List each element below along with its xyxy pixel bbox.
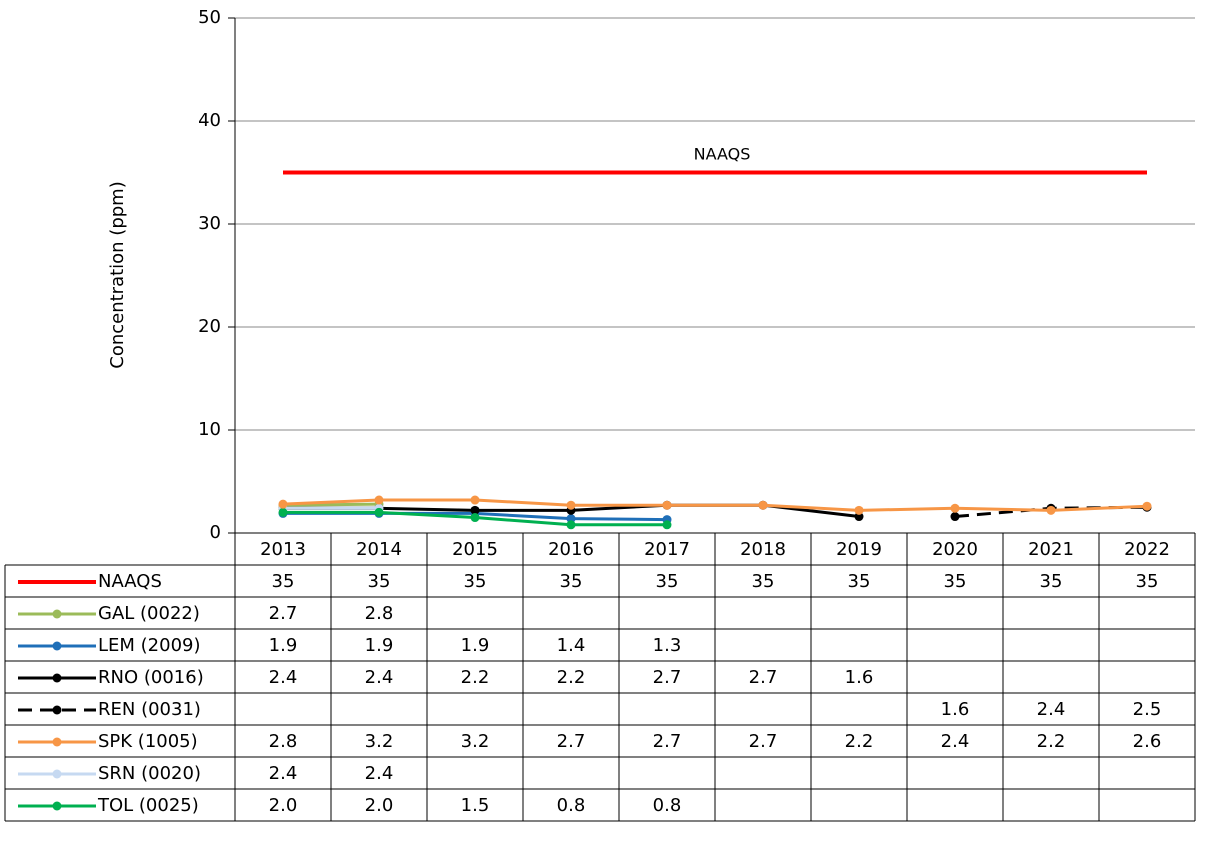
legend-label: SRN (0020) <box>98 763 201 784</box>
table-value: 2.6 <box>1133 731 1162 752</box>
table-value: 1.9 <box>269 635 298 656</box>
table-value: 1.5 <box>461 795 490 816</box>
y-tick-label: 0 <box>210 522 221 543</box>
table-value: 35 <box>368 571 391 592</box>
series-marker <box>374 495 384 505</box>
legend-label: LEM (2009) <box>98 635 201 656</box>
legend-marker <box>52 801 62 811</box>
x-tick-label: 2015 <box>452 539 498 560</box>
table-value: 1.9 <box>461 635 490 656</box>
table-value: 2.8 <box>269 731 298 752</box>
series-marker <box>566 514 576 524</box>
table-value: 1.4 <box>557 635 586 656</box>
series-marker <box>950 503 960 513</box>
table-value: 35 <box>464 571 487 592</box>
series-marker <box>374 507 384 517</box>
series-marker <box>758 500 768 510</box>
legend-marker <box>52 641 62 651</box>
table-value: 1.6 <box>941 699 970 720</box>
table-value: 0.8 <box>557 795 586 816</box>
table-value: 35 <box>560 571 583 592</box>
y-tick-label: 30 <box>198 213 221 234</box>
table-value: 2.0 <box>269 795 298 816</box>
series-marker <box>1142 501 1152 511</box>
table-value: 1.6 <box>845 667 874 688</box>
legend-label: TOL (0025) <box>97 795 199 816</box>
table-value: 35 <box>944 571 967 592</box>
x-tick-label: 2016 <box>548 539 594 560</box>
y-tick-label: 40 <box>198 110 221 131</box>
legend-label: REN (0031) <box>98 699 201 720</box>
series-marker <box>854 512 864 522</box>
table-value: 35 <box>848 571 871 592</box>
table-value: 2.7 <box>653 731 682 752</box>
table-value: 2.4 <box>365 763 394 784</box>
table-value: 2.0 <box>365 795 394 816</box>
y-tick-label: 10 <box>198 419 221 440</box>
table-value: 1.9 <box>365 635 394 656</box>
table-value: 2.2 <box>557 667 586 688</box>
series-marker <box>566 520 576 530</box>
series-line <box>282 498 1148 512</box>
series-marker <box>470 495 480 505</box>
legend-marker <box>52 673 62 683</box>
table-value: 2.4 <box>365 667 394 688</box>
table-value: 0.8 <box>653 795 682 816</box>
x-tick-label: 2018 <box>740 539 786 560</box>
legend-label: GAL (0022) <box>98 603 200 624</box>
y-axis-label: Concentration (ppm) <box>107 181 128 369</box>
table-value: 35 <box>1040 571 1063 592</box>
series-marker <box>278 499 288 509</box>
x-tick-label: 2019 <box>836 539 882 560</box>
table-value: 2.7 <box>749 731 778 752</box>
table-value: 2.7 <box>653 667 682 688</box>
series-marker <box>566 500 576 510</box>
series-marker <box>950 512 960 522</box>
legend-marker <box>52 705 62 715</box>
x-tick-label: 2014 <box>356 539 402 560</box>
table-value: 2.7 <box>557 731 586 752</box>
series-marker <box>662 520 672 530</box>
x-tick-label: 2013 <box>260 539 306 560</box>
series-marker <box>854 505 864 515</box>
table-value: 3.2 <box>461 731 490 752</box>
legend-marker <box>52 609 62 619</box>
series-line <box>282 502 380 507</box>
legend-marker <box>52 737 62 747</box>
table-value: 2.8 <box>365 603 394 624</box>
legend-label: NAAQS <box>98 571 162 592</box>
series-marker <box>470 505 480 515</box>
table-value: 1.3 <box>653 635 682 656</box>
table-value: 2.4 <box>1037 699 1066 720</box>
x-tick-label: 2020 <box>932 539 978 560</box>
table-value: 2.5 <box>1133 699 1162 720</box>
table-value: 2.7 <box>269 603 298 624</box>
table-value: 2.2 <box>461 667 490 688</box>
x-tick-label: 2017 <box>644 539 690 560</box>
table-value: 2.2 <box>1037 731 1066 752</box>
series-marker <box>1046 505 1056 515</box>
legend-label: RNO (0016) <box>98 667 204 688</box>
x-tick-label: 2021 <box>1028 539 1074 560</box>
series-marker <box>662 500 672 510</box>
table-value: 35 <box>1136 571 1159 592</box>
x-tick-label: 2022 <box>1124 539 1170 560</box>
series-marker <box>278 507 288 517</box>
series-marker <box>470 513 480 523</box>
table-value: 35 <box>752 571 775 592</box>
table-value: 3.2 <box>365 731 394 752</box>
table-value: 2.7 <box>749 667 778 688</box>
legend-label: SPK (1005) <box>98 731 198 752</box>
annotation: NAAQS <box>694 145 751 164</box>
table-value: 2.2 <box>845 731 874 752</box>
table-value: 2.4 <box>269 667 298 688</box>
table-value: 2.4 <box>269 763 298 784</box>
table-value: 2.4 <box>941 731 970 752</box>
y-tick-label: 20 <box>198 316 221 337</box>
table-value: 35 <box>272 571 295 592</box>
table-value: 35 <box>656 571 679 592</box>
legend-marker <box>52 769 62 779</box>
y-tick-label: 50 <box>198 7 221 28</box>
